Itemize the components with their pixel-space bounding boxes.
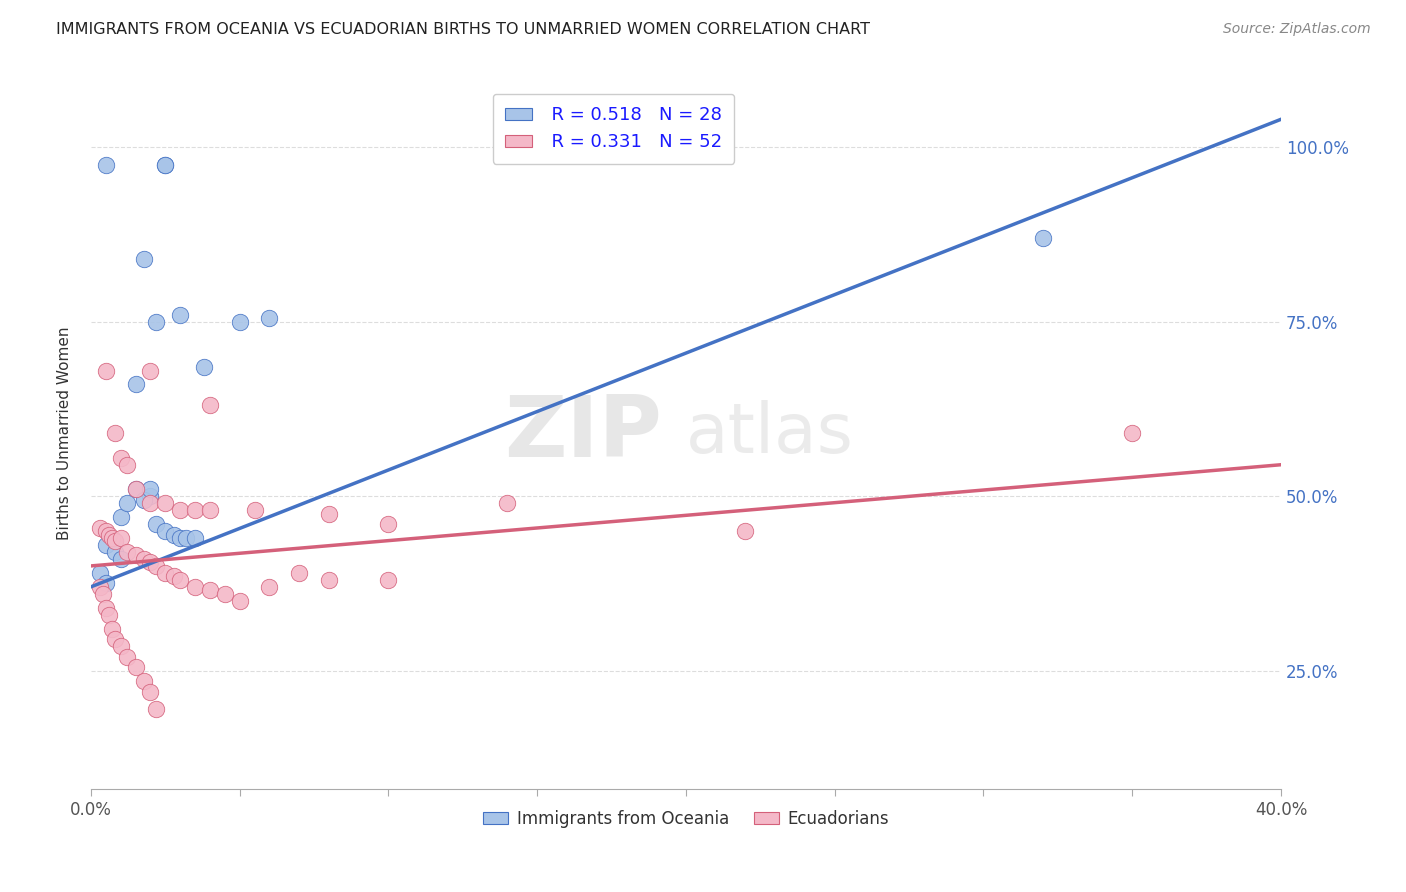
Point: [124, 482, 146, 496]
Point: [198, 399, 221, 413]
Point: [169, 531, 191, 545]
Point: [155, 496, 177, 510]
Point: [169, 503, 191, 517]
Point: [110, 450, 132, 465]
Legend: Immigrants from Oceania, Ecuadorians: Immigrants from Oceania, Ecuadorians: [477, 803, 896, 834]
Point: [104, 545, 127, 559]
Point: [243, 503, 266, 517]
Point: [198, 583, 221, 598]
Point: [124, 377, 146, 392]
Point: [97, 607, 120, 622]
Point: [139, 556, 162, 570]
Point: [89, 566, 111, 580]
Text: ZIP: ZIP: [505, 392, 662, 475]
Point: [139, 363, 162, 377]
Point: [259, 311, 281, 326]
Point: [198, 503, 221, 517]
Point: [288, 566, 311, 580]
Point: [1121, 426, 1143, 441]
Point: [134, 252, 156, 266]
Point: [91, 587, 114, 601]
Point: [377, 573, 399, 587]
Point: [1032, 231, 1054, 245]
Point: [145, 315, 167, 329]
Point: [124, 482, 146, 496]
Point: [496, 496, 519, 510]
Point: [115, 496, 138, 510]
Point: [104, 426, 127, 441]
Point: [169, 308, 191, 322]
Point: [115, 458, 138, 472]
Point: [193, 359, 215, 374]
Point: [110, 552, 132, 566]
Point: [259, 580, 281, 594]
Point: [134, 674, 156, 689]
Point: [155, 566, 177, 580]
Point: [89, 520, 111, 534]
Point: [104, 632, 127, 647]
Point: [115, 649, 138, 664]
Point: [94, 600, 117, 615]
Point: [134, 492, 156, 507]
Point: [139, 684, 162, 698]
Point: [104, 534, 127, 549]
Point: [100, 531, 122, 545]
Point: [134, 552, 156, 566]
Point: [734, 524, 756, 538]
Point: [155, 158, 177, 172]
Point: [97, 527, 120, 541]
Point: [145, 516, 167, 531]
Point: [94, 524, 117, 538]
Point: [110, 510, 132, 524]
Point: [145, 558, 167, 573]
Point: [124, 549, 146, 563]
Text: atlas: atlas: [686, 400, 853, 467]
Point: [94, 576, 117, 591]
Point: [155, 524, 177, 538]
Point: [145, 702, 167, 716]
Point: [184, 580, 207, 594]
Point: [139, 482, 162, 496]
Point: [94, 158, 117, 172]
Point: [115, 545, 138, 559]
Point: [163, 527, 186, 541]
Point: [94, 363, 117, 377]
Y-axis label: Births to Unmarried Women: Births to Unmarried Women: [58, 326, 72, 540]
Point: [228, 594, 250, 608]
Point: [163, 569, 186, 583]
Point: [228, 315, 250, 329]
Point: [184, 531, 207, 545]
Point: [214, 587, 236, 601]
Point: [155, 158, 177, 172]
Point: [110, 639, 132, 653]
Text: Source: ZipAtlas.com: Source: ZipAtlas.com: [1223, 22, 1371, 37]
Point: [169, 573, 191, 587]
Point: [139, 496, 162, 510]
Point: [94, 538, 117, 552]
Text: IMMIGRANTS FROM OCEANIA VS ECUADORIAN BIRTHS TO UNMARRIED WOMEN CORRELATION CHAR: IMMIGRANTS FROM OCEANIA VS ECUADORIAN BI…: [56, 22, 870, 37]
Point: [100, 622, 122, 636]
Point: [110, 531, 132, 545]
Point: [377, 516, 399, 531]
Point: [139, 489, 162, 503]
Point: [318, 507, 340, 521]
Point: [318, 573, 340, 587]
Point: [89, 580, 111, 594]
Point: [184, 503, 207, 517]
Point: [124, 660, 146, 674]
Point: [174, 531, 197, 545]
